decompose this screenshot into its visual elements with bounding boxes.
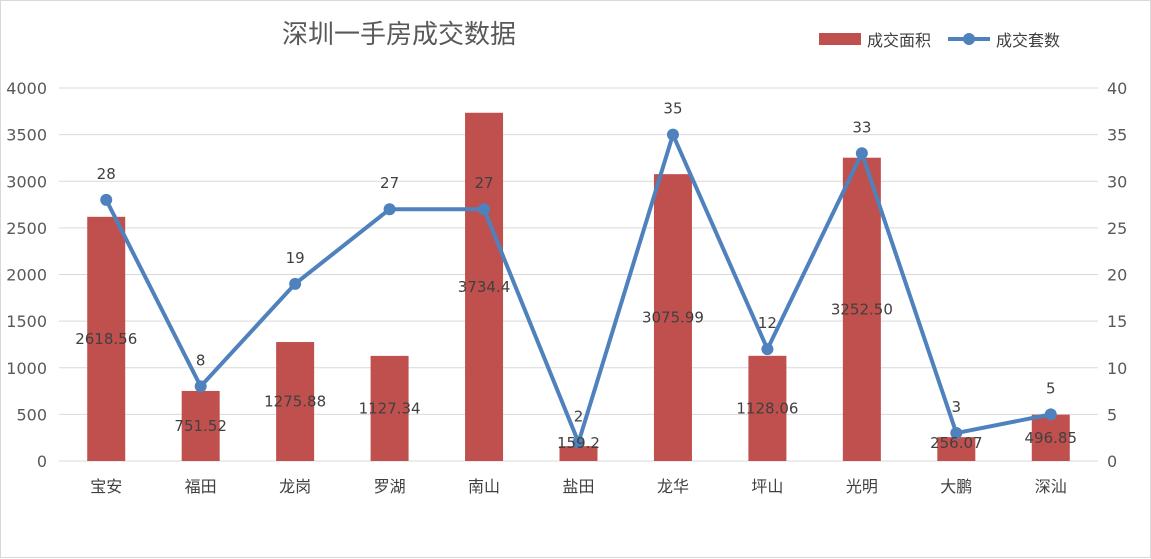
legend-bar-label: 成交面积	[867, 31, 931, 50]
bar-data-label: 3734.4	[458, 278, 511, 296]
chart-title: 深圳一手房成交数据	[282, 20, 516, 50]
bar-series	[87, 112, 1070, 461]
bar	[87, 216, 126, 461]
x-tick-label: 深汕	[1035, 477, 1067, 496]
line-point	[289, 277, 302, 290]
x-tick-label: 盐田	[562, 477, 594, 496]
bar-data-label: 159.2	[557, 434, 600, 452]
legend: 成交面积 成交套数	[819, 31, 1060, 50]
y-left-tick-label: 4000	[6, 79, 47, 98]
gridlines	[59, 87, 1098, 462]
bar-data-label: 1127.34	[359, 399, 421, 417]
bar	[559, 446, 598, 461]
bar-data-label: 1128.06	[736, 399, 798, 417]
y-left-tick-label: 500	[16, 405, 47, 424]
line-data-label: 3	[952, 398, 962, 416]
y-right-tick-label: 0	[1107, 452, 1117, 471]
x-tick-label: 龙华	[657, 477, 689, 496]
legend-bar-swatch	[819, 33, 861, 45]
y-right-tick-label: 15	[1107, 312, 1127, 331]
y-right-tick-label: 30	[1107, 172, 1127, 191]
line-point	[855, 147, 868, 160]
bar	[937, 437, 976, 461]
line-data-label: 19	[286, 249, 305, 267]
bar-data-label: 751.52	[174, 417, 227, 435]
bar-data-label: 496.85	[1025, 429, 1078, 447]
bar	[748, 355, 787, 461]
x-tick-label: 罗湖	[374, 477, 406, 496]
line-data-label: 5	[1046, 379, 1056, 397]
y-right-tick-label: 35	[1107, 126, 1127, 145]
data-labels: 2618.56 751.52 1275.88 1127.34 3734.4 159.2 30…	[75, 100, 1077, 452]
line-point	[666, 128, 679, 141]
line-data-label: 27	[474, 174, 493, 192]
y-left-tick-label: 3000	[6, 172, 47, 191]
line-data-label: 27	[380, 174, 399, 192]
line-point	[383, 203, 396, 216]
bar	[276, 342, 315, 461]
bar	[653, 174, 692, 461]
line-point	[950, 427, 963, 440]
bar-data-label: 3252.50	[831, 300, 893, 318]
line-point	[1044, 408, 1057, 421]
x-tick-label: 宝安	[90, 477, 122, 496]
y-left-tick-label: 3500	[6, 126, 47, 145]
x-tick-label: 坪山	[751, 477, 783, 496]
line-data-label: 8	[196, 351, 206, 369]
line-point	[100, 193, 113, 206]
y-right-tick-label: 25	[1107, 219, 1127, 238]
y-left-tick-label: 2500	[6, 219, 47, 238]
line-data-label: 2	[574, 407, 584, 425]
line-point	[478, 203, 491, 216]
x-tick-label: 福田	[185, 477, 217, 496]
y-left-tick-label: 0	[37, 452, 47, 471]
bar-data-label: 1275.88	[264, 393, 326, 411]
x-tick-label: 南山	[468, 477, 500, 496]
line-data-label: 12	[758, 314, 777, 332]
bar-data-label: 256.07	[930, 434, 983, 452]
y-right-tick-label: 40	[1107, 79, 1127, 98]
y-left-tick-label: 2000	[6, 266, 47, 285]
y-right-tick-label: 10	[1107, 359, 1127, 378]
axes: 0 500 1000 1500 2000 2500 3000 3500 4000 0 5 10 15 20…	[6, 79, 1127, 496]
y-left-tick-label: 1500	[6, 312, 47, 331]
bar	[370, 355, 409, 461]
x-tick-label: 大鹏	[940, 477, 972, 496]
line-point	[572, 436, 585, 449]
legend-line-label: 成交套数	[996, 31, 1060, 50]
line-data-label: 33	[852, 118, 871, 136]
line-point	[761, 343, 774, 356]
y-left-tick-label: 1000	[6, 359, 47, 378]
line-data-label: 35	[663, 100, 682, 118]
bar-data-label: 3075.99	[642, 309, 704, 327]
line-data-label: 28	[97, 165, 116, 183]
bar-data-label: 2618.56	[75, 330, 137, 348]
bar	[181, 390, 220, 461]
x-tick-label: 龙岗	[279, 477, 311, 496]
x-tick-label: 光明	[846, 477, 878, 496]
legend-line-marker	[963, 33, 975, 45]
bar	[1031, 414, 1070, 461]
y-right-tick-label: 20	[1107, 266, 1127, 285]
bar	[465, 112, 504, 461]
y-right-tick-label: 5	[1107, 405, 1117, 424]
line-point	[194, 380, 207, 393]
line-series	[100, 128, 1057, 449]
bar	[842, 157, 881, 461]
